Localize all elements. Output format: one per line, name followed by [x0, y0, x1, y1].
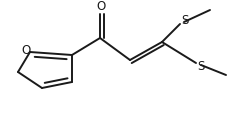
- Text: S: S: [181, 14, 189, 26]
- Text: O: O: [21, 44, 31, 56]
- Text: S: S: [197, 61, 205, 73]
- Text: O: O: [96, 0, 106, 12]
